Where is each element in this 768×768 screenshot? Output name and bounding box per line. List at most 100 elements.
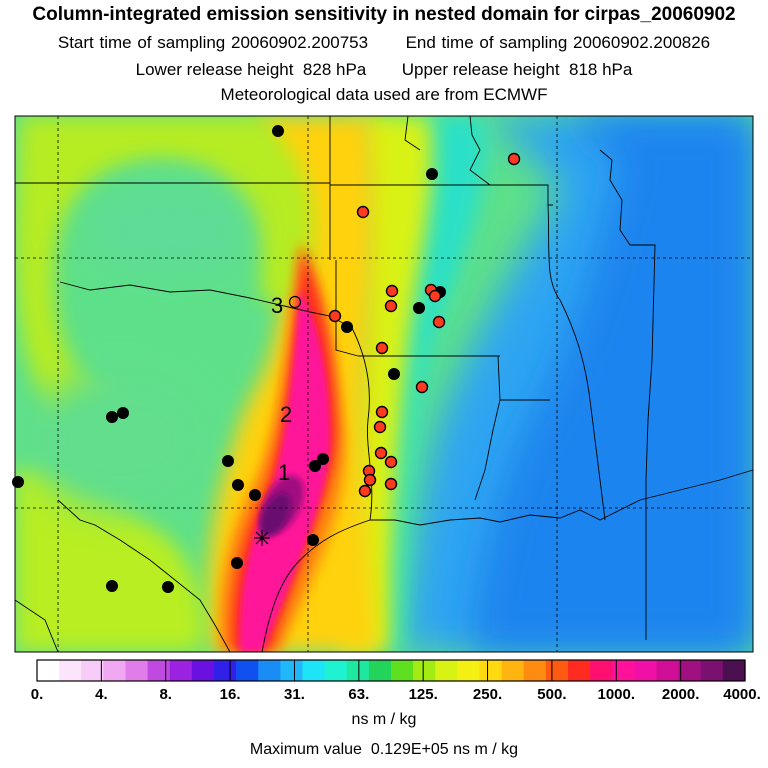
met-data-line: Meteorological data used are from ECMWF (220, 85, 548, 104)
maximum-value-line: Maximum value 0.129E+05 ns m / kg (0, 741, 768, 759)
release-point-marker (254, 530, 270, 546)
sampling-times-line: Start time of sampling 20060902.200753 E… (0, 33, 768, 53)
colorbar-swatch (678, 660, 702, 681)
station-marker-red (507, 152, 521, 166)
station-marker (232, 479, 244, 491)
station-marker (388, 368, 400, 380)
station-marker (12, 476, 24, 488)
station-marker (341, 321, 353, 333)
colorbar-swatch (191, 660, 215, 681)
colorbar-tick-label: 250. (472, 686, 503, 703)
map-frame (14, 115, 754, 653)
station-marker (231, 557, 243, 569)
station-marker-red (384, 299, 398, 313)
colorbar-swatch (590, 660, 613, 681)
station-marker (106, 411, 118, 423)
colorbar-tick-label: 500. (537, 686, 567, 703)
station-marker (317, 453, 329, 465)
colorbar-swatch (700, 660, 724, 681)
colorbar-swatch (568, 660, 591, 681)
station-marker (106, 580, 118, 592)
start-value: 20060902.200753 (231, 33, 369, 52)
page-title: Column-integrated emission sensitivity i… (32, 4, 736, 25)
colorbar-swatch (501, 660, 525, 681)
end-value: 20060902.200826 (573, 33, 711, 52)
start-label: Start time of sampling (57, 33, 226, 52)
colorbar-swatch (346, 660, 370, 681)
release-heights-line: Lower release height 828 hPa Upper relea… (0, 60, 768, 80)
colorbar-swatch (656, 660, 680, 681)
colorbar-swatch (435, 660, 458, 681)
trajectory-label-2: 2 (280, 402, 292, 427)
colorbar-swatch (258, 660, 281, 681)
station-marker-red (363, 473, 377, 487)
station-marker-red (374, 446, 388, 460)
station-marker (117, 407, 129, 419)
colorbar-tick-label: 1000. (597, 686, 636, 703)
station-marker-red (375, 405, 389, 419)
station-marker-red (375, 341, 389, 355)
colorbar-tick-label: 0. (30, 686, 44, 703)
max-value: 0.129E+05 (370, 741, 449, 758)
lower-value: 828 hPa (302, 60, 367, 79)
station-marker (162, 581, 174, 593)
colorbar-swatch (125, 660, 149, 681)
station-marker-open (288, 295, 302, 309)
colorbar-swatch (523, 660, 547, 681)
colorbar-swatch (479, 660, 503, 681)
max-label: Maximum value (249, 741, 362, 758)
colorbar-swatch (302, 660, 326, 681)
colorbar-swatch (457, 660, 481, 681)
colorbar (37, 660, 746, 681)
colorbar-swatch (722, 660, 746, 681)
station-marker (307, 534, 319, 546)
station-marker-red (373, 420, 387, 434)
colorbar-swatch (413, 660, 436, 681)
colorbar-tick-label: 63. (348, 686, 370, 703)
trajectory-label-3: 3 (271, 293, 283, 318)
station-marker-red (384, 455, 398, 469)
colorbar-frame (36, 659, 746, 682)
colorbar-tick-label: 8. (159, 686, 172, 703)
colorbar-tick-label: 4000. (723, 686, 761, 703)
state-boundaries (14, 115, 754, 653)
trajectory-label-1: 1 (278, 460, 290, 485)
max-units: ns m / kg (453, 741, 519, 758)
colorbar-swatch (147, 660, 171, 681)
station-marker-red (385, 284, 399, 298)
station-marker-red (356, 205, 370, 219)
station-marker (249, 489, 261, 501)
station-marker (426, 168, 438, 180)
station-marker-red (415, 380, 429, 394)
colorbar-swatch (545, 660, 569, 681)
end-label: End time of sampling (405, 33, 568, 52)
colorbar-swatch (169, 660, 193, 681)
lat-lon-grid (15, 116, 753, 652)
colorbar-swatch (324, 660, 348, 681)
colorbar-tick-label: 2000. (661, 686, 700, 703)
station-marker-red (428, 289, 442, 303)
upper-value: 818 hPa (569, 60, 633, 79)
colorbar-swatch (214, 660, 237, 681)
colorbar-tick-label: 125. (408, 686, 438, 703)
colorbar-swatch (59, 660, 82, 681)
colorbar-swatch (391, 660, 414, 681)
station-marker-red (328, 309, 342, 323)
station-marker (413, 302, 425, 314)
station-marker-red (358, 484, 372, 498)
lower-label: Lower release height (135, 60, 294, 79)
colorbar-swatch (81, 660, 104, 681)
station-marker (309, 460, 321, 472)
colorbar-swatch (368, 660, 392, 681)
station-marker (222, 455, 234, 467)
colorbar-tick-label: 4. (95, 686, 108, 703)
station-marker (272, 125, 284, 137)
colorbar-swatch (37, 660, 60, 681)
colorbar-swatch (634, 660, 658, 681)
station-markers (12, 125, 521, 593)
trajectory-labels: 1 2 3 (271, 293, 292, 485)
colorbar-units: ns m / kg (351, 711, 417, 728)
sensitivity-field (15, 116, 753, 652)
station-marker-red (432, 315, 446, 329)
colorbar-tick-label: 16. (219, 686, 241, 703)
